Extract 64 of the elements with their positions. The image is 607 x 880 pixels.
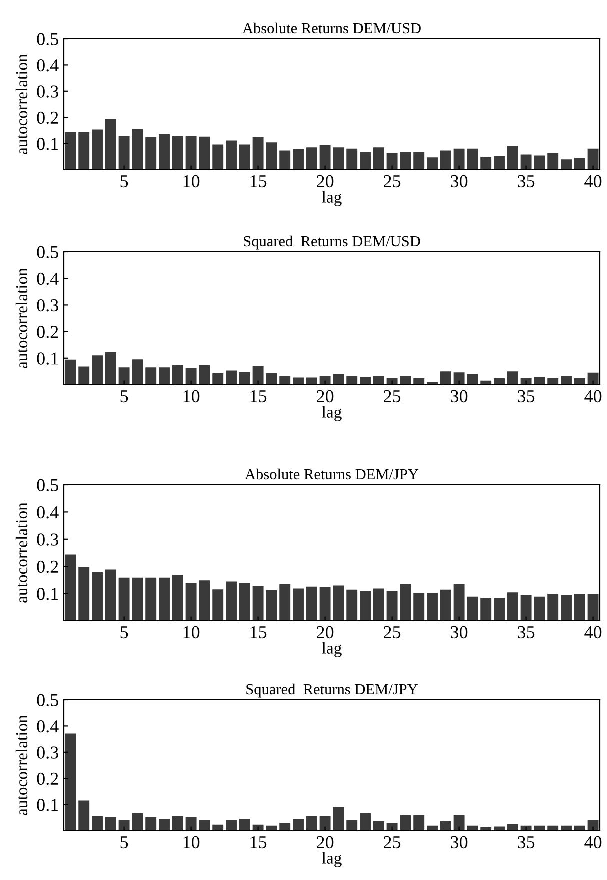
x-tick-label: 15 bbox=[250, 626, 267, 639]
y-tick-label: 0.3 bbox=[37, 534, 58, 546]
y-tick-label: 0.4 bbox=[37, 720, 59, 733]
x-tick-label: 15 bbox=[250, 836, 267, 849]
y-tick-label: 0.3 bbox=[37, 86, 58, 98]
y-tick-label: 0.1 bbox=[37, 588, 58, 600]
y-axis-title: autocorrelation bbox=[16, 54, 28, 154]
x-tick-label: 10 bbox=[184, 626, 200, 639]
y-tick-label: 0.4 bbox=[37, 506, 59, 519]
x-tick-label: 5 bbox=[120, 626, 128, 639]
x-tick-label: 5 bbox=[120, 390, 128, 403]
x-tick-label: 30 bbox=[451, 836, 468, 849]
x-tick-label: 5 bbox=[120, 836, 128, 849]
x-tick-label: 25 bbox=[384, 836, 401, 849]
y-tick-label: 0.1 bbox=[37, 138, 58, 150]
y-tick-label: 0.3 bbox=[37, 299, 58, 312]
x-tick-label: 30 bbox=[451, 175, 468, 188]
x-tick-label: 20 bbox=[317, 626, 334, 639]
y-tick-label: 0.2 bbox=[37, 772, 58, 786]
y-tick-label: 0.5 bbox=[37, 694, 58, 707]
y-axis-title: autocorrelation bbox=[16, 715, 28, 816]
x-tick-label: 25 bbox=[384, 175, 401, 188]
x-axis-title: lag bbox=[322, 852, 342, 868]
x-tick-label: 25 bbox=[384, 390, 401, 403]
chart-title: Absolute Returns DEM/USD bbox=[242, 22, 421, 34]
y-tick-label: 0.3 bbox=[37, 746, 58, 759]
x-tick-label: 35 bbox=[518, 175, 535, 188]
x-tick-label: 40 bbox=[584, 175, 602, 188]
y-tick-label: 0.5 bbox=[37, 479, 58, 492]
x-axis-title: lag bbox=[322, 191, 342, 206]
y-tick-label: 0.4 bbox=[37, 59, 59, 72]
x-tick-label: 40 bbox=[584, 626, 602, 639]
x-tick-label: 30 bbox=[451, 626, 468, 639]
y-tick-label: 0.2 bbox=[37, 112, 58, 124]
x-tick-label: 20 bbox=[317, 390, 334, 403]
x-tick-label: 30 bbox=[451, 390, 468, 403]
x-tick-label: 35 bbox=[518, 836, 535, 849]
y-tick-label: 0.1 bbox=[37, 799, 58, 812]
y-tick-label: 0.5 bbox=[37, 33, 58, 46]
y-tick-label: 0.2 bbox=[37, 326, 58, 338]
x-tick-label: 20 bbox=[317, 175, 334, 188]
x-tick-label: 25 bbox=[384, 626, 401, 639]
x-tick-label: 35 bbox=[518, 390, 535, 403]
x-axis-title: lag bbox=[322, 642, 342, 658]
y-axis-title: autocorrelation bbox=[16, 502, 28, 603]
x-tick-label: 15 bbox=[250, 390, 267, 403]
x-tick-label: 20 bbox=[317, 836, 334, 849]
x-tick-label: 40 bbox=[584, 390, 602, 403]
x-tick-label: 5 bbox=[120, 176, 128, 188]
y-tick-label: 0.1 bbox=[37, 352, 58, 365]
x-axis-title: lag bbox=[322, 406, 342, 422]
chart-title: Squared Returns DEM/JPY bbox=[246, 684, 418, 698]
x-tick-label: 10 bbox=[184, 836, 200, 849]
x-tick-label: 10 bbox=[184, 390, 200, 403]
x-tick-label: 40 bbox=[584, 836, 602, 849]
y-tick-label: 0.2 bbox=[37, 560, 58, 574]
x-tick-label: 10 bbox=[184, 175, 200, 188]
chart-title: Squared Returns DEM/USD bbox=[244, 236, 420, 250]
chart-title: Absolute Returns DEM/JPY bbox=[245, 468, 419, 480]
x-tick-label: 15 bbox=[250, 175, 267, 188]
x-tick-label: 35 bbox=[518, 626, 535, 639]
y-tick-label: 0.5 bbox=[37, 246, 58, 259]
y-axis-title: autocorrelation bbox=[16, 268, 28, 368]
y-tick-label: 0.4 bbox=[37, 272, 59, 286]
